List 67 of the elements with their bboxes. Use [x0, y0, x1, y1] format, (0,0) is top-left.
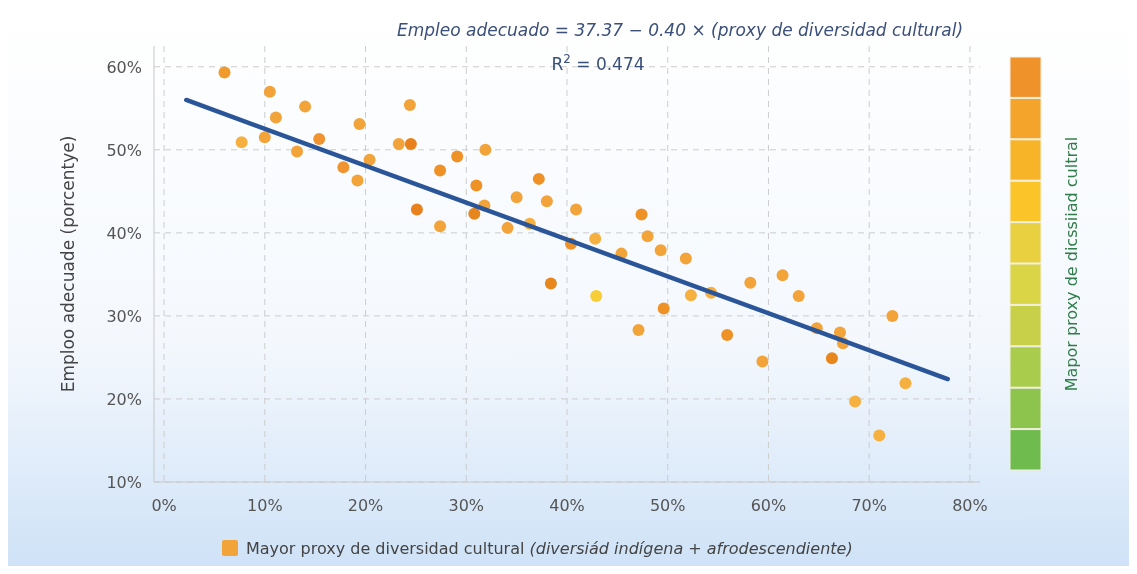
point: [313, 133, 326, 146]
point: [540, 195, 553, 208]
y-tick-label: 10%: [106, 473, 142, 492]
point: [532, 172, 545, 185]
point: [635, 208, 648, 221]
point: [434, 164, 447, 177]
y-tick-label: 50%: [106, 140, 142, 160]
point: [353, 118, 366, 131]
point: [434, 220, 447, 233]
point: [570, 203, 583, 216]
point: [589, 232, 602, 245]
point: [654, 244, 667, 257]
point: [351, 174, 364, 187]
point: [363, 153, 376, 166]
y-tick-label: 20%: [106, 389, 142, 409]
point: [776, 269, 789, 282]
x-tick-label: 40%: [549, 496, 585, 515]
x-tick-label: 30%: [448, 496, 485, 515]
point: [468, 207, 481, 220]
y-tick-label: 60%: [106, 57, 142, 77]
point: [684, 289, 697, 302]
point: [744, 276, 757, 289]
point: [479, 143, 492, 156]
x-tick-label: 70%: [851, 496, 887, 515]
point: [899, 377, 912, 390]
point: [873, 429, 886, 442]
x-tick-label: 60%: [750, 496, 787, 515]
point: [792, 289, 805, 302]
x-tick-label: 50%: [649, 496, 686, 515]
point: [410, 203, 423, 216]
point: [403, 98, 416, 111]
text: Mapor proxy de dicssiiad cultral: [1062, 136, 1081, 392]
point: [886, 309, 899, 322]
point: [235, 136, 248, 149]
y-tick-label: 40%: [106, 223, 142, 243]
point: [721, 329, 734, 342]
point: [510, 191, 523, 204]
annotation: R$^{2}$ = 0.474: [551, 52, 645, 74]
y-axis-title: Emploo adecuade (porcentye): [58, 135, 78, 393]
x-tick-label: 20%: [347, 496, 384, 515]
point: [263, 85, 276, 98]
text: Empleo adecuado = 37.37 − 0.40 × (proxy de diversidad cultural): [396, 20, 964, 40]
x-tick-label: 0%: [151, 496, 177, 515]
point: [501, 221, 514, 234]
point: [269, 111, 282, 124]
point: [657, 302, 670, 315]
point: [299, 100, 312, 113]
point: [451, 150, 464, 163]
point: [544, 277, 557, 290]
point: [641, 230, 654, 243]
point: [825, 352, 838, 365]
point: [337, 161, 350, 174]
point: [218, 66, 231, 79]
point: [258, 131, 271, 144]
point: [291, 145, 304, 158]
point: [756, 355, 769, 368]
y-tick-label: 30%: [106, 306, 142, 326]
x-tick-label: 10%: [247, 496, 283, 515]
point: [590, 289, 603, 302]
legend-label: Mayor proxy de diversidad cultural (diversiád indígena + afrodescendiente): [246, 539, 853, 558]
point: [849, 395, 862, 408]
point: [470, 179, 483, 192]
point: [679, 252, 692, 265]
point: [392, 138, 405, 150]
x-tick-label: 80%: [952, 496, 988, 515]
point: [404, 138, 417, 150]
point: [632, 324, 645, 337]
